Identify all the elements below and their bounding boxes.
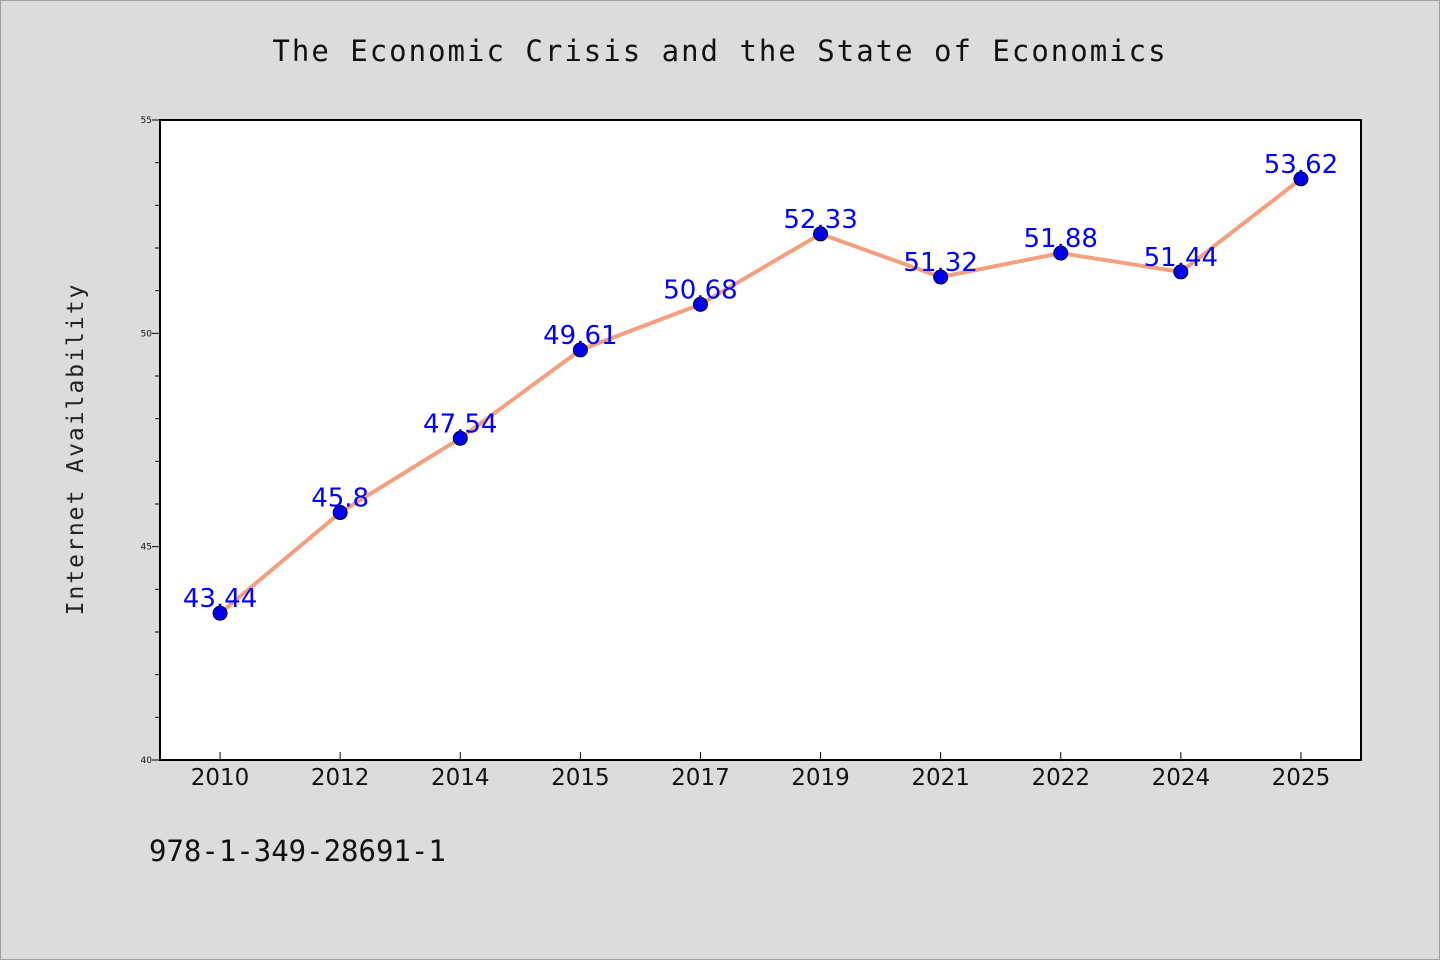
y-axis: 40 45 50 55	[141, 116, 160, 766]
data-point	[572, 342, 588, 358]
x-tick-label: 2015	[551, 765, 610, 791]
data-label: 53.62	[1264, 150, 1338, 180]
data-label: 45.8	[311, 484, 369, 514]
x-tick-label: 2010	[191, 765, 250, 791]
x-tick-label: 2025	[1272, 765, 1331, 791]
x-axis: 2010 2012 2014 2015 2017 2019 2021 2022 2024 2025	[191, 752, 1330, 791]
isbn-text: 978-1-349-28691-1	[149, 834, 446, 868]
y-tick-label: 50	[141, 329, 153, 339]
plot-area	[159, 119, 1362, 761]
data-point	[332, 505, 348, 521]
x-tick-label: 2024	[1152, 765, 1211, 791]
x-tick-label: 2014	[431, 765, 490, 791]
data-labels: 43.44 45.8 47.54 49.61 50.68 52.33 51.32 51.88 5…	[183, 150, 1338, 614]
x-tick-label: 2019	[791, 765, 850, 791]
data-label: 49.61	[543, 321, 617, 351]
x-tick-label: 2017	[671, 765, 730, 791]
data-point	[813, 226, 829, 242]
x-tick-label: 2022	[1031, 765, 1090, 791]
data-point	[452, 430, 468, 446]
series-line	[218, 176, 1303, 616]
data-label: 50.68	[663, 275, 737, 305]
data-point	[1053, 245, 1069, 261]
x-tick-label: 2012	[311, 765, 370, 791]
data-label: 51.44	[1144, 243, 1218, 273]
data-point	[692, 296, 708, 312]
data-label: 47.54	[423, 409, 497, 439]
data-point	[1173, 264, 1189, 280]
data-point	[933, 269, 949, 285]
data-point	[1293, 171, 1309, 187]
x-tick-label: 2021	[911, 765, 970, 791]
y-tick-label: 45	[141, 543, 152, 553]
data-label: 52.33	[783, 205, 857, 235]
data-points	[212, 171, 1309, 621]
data-label: 51.88	[1024, 224, 1098, 254]
data-point	[212, 605, 228, 621]
y-tick-label: 40	[141, 756, 153, 766]
data-label: 43.44	[183, 584, 257, 614]
y-tick-label: 55	[141, 116, 152, 126]
chart-title: The Economic Crisis and the State of Eco…	[272, 34, 1168, 68]
data-label: 51.32	[903, 248, 977, 278]
